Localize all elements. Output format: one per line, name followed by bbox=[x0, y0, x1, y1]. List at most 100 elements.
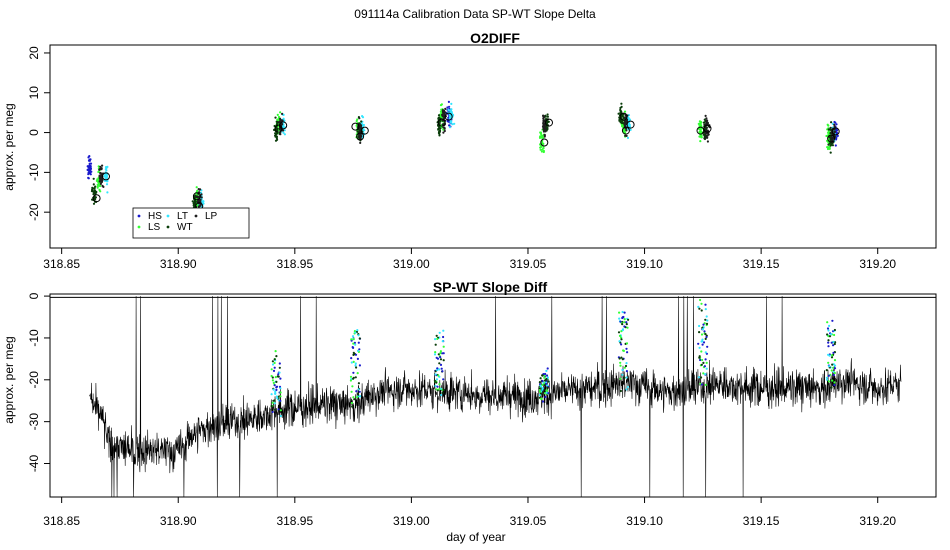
legend-marker-wt bbox=[166, 225, 170, 229]
calibration-point bbox=[546, 367, 549, 370]
calibration-point bbox=[698, 324, 701, 328]
period-mean-marker bbox=[831, 127, 840, 136]
data-point-lp bbox=[624, 121, 627, 124]
calibration-point bbox=[705, 367, 708, 370]
data-point-ls bbox=[96, 179, 100, 182]
data-point-ls bbox=[700, 124, 703, 127]
calibration-point bbox=[350, 361, 353, 364]
data-point-wt bbox=[275, 123, 279, 126]
data-point-hs bbox=[88, 165, 91, 168]
data-point-lp bbox=[705, 119, 708, 122]
data-point-hs bbox=[448, 105, 451, 108]
legend-marker-lp bbox=[194, 214, 198, 218]
data-point-ls bbox=[99, 184, 102, 188]
calibration-point bbox=[699, 298, 702, 302]
calibration-point bbox=[702, 323, 705, 326]
data-point-lp bbox=[99, 167, 102, 171]
data-point-hs bbox=[447, 100, 450, 103]
data-point-ls bbox=[826, 147, 830, 151]
x-tick-label: 319.05 bbox=[510, 514, 547, 528]
data-point-wt bbox=[192, 204, 195, 207]
calibration-point bbox=[352, 360, 355, 363]
data-point-lt bbox=[282, 131, 285, 134]
data-point-hs bbox=[834, 144, 837, 147]
calibration-point bbox=[706, 319, 709, 322]
period-mean-marker bbox=[703, 124, 712, 133]
calibration-point bbox=[541, 400, 545, 403]
data-point-hs bbox=[87, 173, 90, 176]
calibration-point bbox=[274, 350, 277, 353]
calibration-point bbox=[701, 358, 704, 362]
calibration-point bbox=[274, 392, 277, 395]
calibration-point bbox=[270, 393, 273, 396]
calibration-point bbox=[441, 370, 444, 373]
calibration-point bbox=[704, 383, 708, 386]
calibration-point bbox=[827, 339, 830, 342]
calibration-point bbox=[356, 396, 359, 399]
data-point-lp bbox=[441, 114, 444, 118]
calibration-point bbox=[275, 388, 278, 391]
data-point-lp bbox=[833, 123, 836, 126]
calibration-point bbox=[625, 370, 629, 373]
period-mean-marker bbox=[621, 126, 630, 135]
calibration-point bbox=[832, 373, 835, 377]
calibration-point bbox=[625, 321, 628, 324]
calibration-point bbox=[704, 373, 707, 376]
calibration-point bbox=[828, 335, 832, 338]
data-point-ls bbox=[699, 120, 702, 123]
calibration-point bbox=[625, 362, 628, 365]
data-point-hs bbox=[835, 123, 838, 126]
data-point-wt bbox=[92, 190, 95, 193]
slope-diff-y-axis: -40 -30 -20 -10 0 bbox=[27, 292, 50, 472]
data-point-lp bbox=[542, 122, 545, 125]
calibration-point bbox=[439, 350, 442, 353]
data-point-lt bbox=[628, 118, 632, 122]
data-point-lt bbox=[282, 117, 285, 120]
data-point-ls bbox=[697, 122, 700, 125]
calibration-point bbox=[353, 398, 356, 401]
calibration-point bbox=[623, 318, 626, 321]
calibration-point bbox=[355, 366, 358, 369]
data-point-ls bbox=[541, 148, 544, 151]
calibration-point bbox=[277, 373, 280, 376]
data-point-lp bbox=[543, 130, 547, 133]
calibration-point bbox=[698, 346, 701, 349]
period-mean-marker bbox=[92, 194, 101, 203]
data-point-lp bbox=[625, 129, 628, 132]
calibration-point bbox=[434, 384, 437, 387]
period-mean-marker bbox=[360, 126, 369, 135]
calibration-point bbox=[621, 310, 624, 314]
calibration-point bbox=[546, 386, 549, 389]
calibration-point bbox=[826, 321, 829, 324]
data-point-ls bbox=[825, 134, 828, 138]
calibration-point bbox=[833, 371, 836, 375]
calibration-point bbox=[618, 334, 622, 337]
calibration-point bbox=[539, 397, 542, 400]
data-point-lt bbox=[105, 167, 108, 170]
calibration-point bbox=[354, 376, 357, 379]
data-point-lp bbox=[100, 181, 103, 184]
calibration-point bbox=[273, 358, 276, 361]
data-point-lt bbox=[450, 108, 453, 111]
data-point-lp bbox=[200, 193, 203, 196]
calibration-point bbox=[278, 362, 281, 365]
data-point-wt bbox=[275, 120, 278, 123]
calibration-point bbox=[271, 363, 275, 366]
data-point-wt bbox=[91, 198, 94, 201]
calibration-point bbox=[703, 365, 707, 368]
data-point-lt bbox=[450, 102, 453, 105]
o2diff-title: O2DIFF bbox=[470, 30, 520, 46]
calibration-point bbox=[354, 364, 357, 367]
data-point-lp bbox=[542, 114, 545, 117]
y-tick-label: -10 bbox=[27, 329, 41, 347]
calibration-point bbox=[354, 353, 358, 356]
calibration-point bbox=[273, 402, 276, 405]
data-point-ls bbox=[699, 140, 702, 143]
calibration-point bbox=[832, 366, 835, 369]
x-tick-label: 319.10 bbox=[626, 514, 663, 528]
calibration-point bbox=[540, 385, 543, 388]
calibration-point bbox=[274, 376, 277, 379]
calibration-point bbox=[279, 391, 282, 394]
calibration-point bbox=[275, 355, 278, 358]
